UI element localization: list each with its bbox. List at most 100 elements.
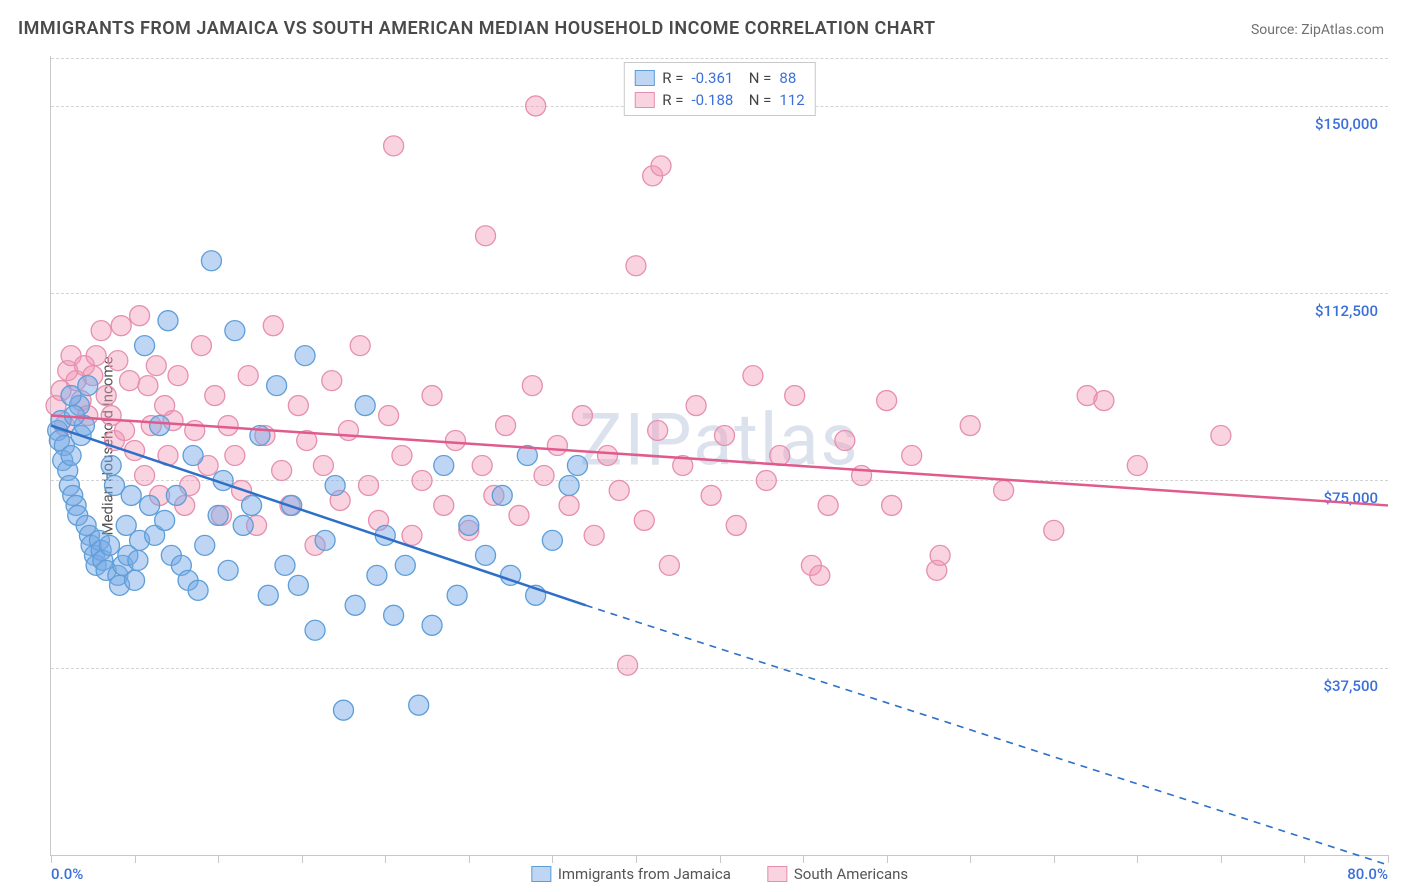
scatter-point bbox=[559, 495, 579, 515]
swatch-bottom-1 bbox=[767, 866, 787, 882]
scatter-point bbox=[258, 585, 278, 605]
scatter-point bbox=[835, 431, 855, 451]
scatter-point bbox=[902, 446, 922, 466]
stat-r-value-0: -0.361 bbox=[691, 67, 733, 89]
stat-n-value-1: 112 bbox=[779, 89, 804, 111]
scatter-point bbox=[994, 480, 1014, 500]
x-tick bbox=[302, 855, 303, 863]
legend-stats-box: R = -0.361 N = 88 R = -0.188 N = 112 bbox=[623, 62, 815, 116]
scatter-point bbox=[1211, 426, 1231, 446]
swatch-series-0 bbox=[634, 70, 654, 86]
scatter-point bbox=[785, 386, 805, 406]
scatter-point bbox=[120, 371, 140, 391]
x-tick bbox=[552, 855, 553, 863]
scatter-point bbox=[305, 620, 325, 640]
scatter-point bbox=[99, 535, 119, 555]
scatter-point bbox=[659, 555, 679, 575]
scatter-point bbox=[121, 485, 141, 505]
x-label-min: 0.0% bbox=[51, 865, 83, 883]
scatter-point bbox=[218, 416, 238, 436]
x-tick bbox=[1388, 855, 1389, 863]
x-label-max: 80.0% bbox=[1347, 865, 1388, 883]
scatter-point bbox=[195, 535, 215, 555]
scatter-point bbox=[447, 585, 467, 605]
plot-svg bbox=[51, 56, 1388, 855]
x-tick bbox=[970, 855, 971, 863]
scatter-point bbox=[205, 386, 225, 406]
scatter-point bbox=[726, 515, 746, 535]
x-tick bbox=[887, 855, 888, 863]
scatter-point bbox=[125, 570, 145, 590]
scatter-point bbox=[108, 351, 128, 371]
scatter-point bbox=[1094, 391, 1114, 411]
scatter-point bbox=[315, 530, 335, 550]
stat-r-label-0: R = bbox=[662, 67, 683, 89]
scatter-point bbox=[130, 306, 150, 326]
scatter-point bbox=[168, 366, 188, 386]
scatter-point bbox=[313, 455, 333, 475]
scatter-point bbox=[584, 525, 604, 545]
scatter-point bbox=[648, 421, 668, 441]
x-tick bbox=[218, 855, 219, 863]
scatter-point bbox=[412, 470, 432, 490]
scatter-point bbox=[201, 251, 221, 271]
scatter-point bbox=[609, 480, 629, 500]
trend-line-dashed bbox=[586, 605, 1388, 865]
scatter-point bbox=[434, 455, 454, 475]
scatter-point bbox=[166, 485, 186, 505]
stat-n-value-0: 88 bbox=[779, 67, 796, 89]
x-tick bbox=[51, 855, 52, 863]
scatter-point bbox=[384, 136, 404, 156]
scatter-point bbox=[135, 465, 155, 485]
scatter-point bbox=[158, 311, 178, 331]
scatter-point bbox=[402, 525, 422, 545]
x-tick bbox=[135, 855, 136, 863]
scatter-point bbox=[882, 495, 902, 515]
x-tick bbox=[1221, 855, 1222, 863]
x-tick bbox=[1054, 855, 1055, 863]
scatter-point bbox=[422, 615, 442, 635]
scatter-point bbox=[78, 376, 98, 396]
x-tick bbox=[469, 855, 470, 863]
scatter-point bbox=[559, 475, 579, 495]
scatter-point bbox=[567, 455, 587, 475]
scatter-point bbox=[367, 565, 387, 585]
scatter-point bbox=[476, 226, 496, 246]
stat-n-label-0: N = bbox=[741, 67, 771, 89]
scatter-point bbox=[434, 495, 454, 515]
scatter-point bbox=[288, 396, 308, 416]
scatter-point bbox=[338, 421, 358, 441]
scatter-point bbox=[208, 505, 228, 525]
scatter-point bbox=[275, 555, 295, 575]
scatter-point bbox=[233, 515, 253, 535]
legend-stats-row-1: R = -0.188 N = 112 bbox=[634, 89, 804, 111]
scatter-point bbox=[476, 545, 496, 565]
scatter-point bbox=[877, 391, 897, 411]
scatter-point bbox=[618, 655, 638, 675]
scatter-point bbox=[395, 555, 415, 575]
scatter-point bbox=[101, 455, 121, 475]
scatter-point bbox=[756, 470, 776, 490]
x-tick bbox=[636, 855, 637, 863]
scatter-point bbox=[810, 565, 830, 585]
x-tick bbox=[803, 855, 804, 863]
scatter-point bbox=[146, 356, 166, 376]
scatter-point bbox=[325, 475, 345, 495]
scatter-point bbox=[345, 595, 365, 615]
swatch-series-1 bbox=[634, 92, 654, 108]
scatter-point bbox=[572, 406, 592, 426]
scatter-point bbox=[492, 485, 512, 505]
scatter-point bbox=[379, 406, 399, 426]
scatter-point bbox=[496, 416, 516, 436]
chart-container: IMMIGRANTS FROM JAMAICA VS SOUTH AMERICA… bbox=[0, 0, 1406, 892]
scatter-point bbox=[534, 465, 554, 485]
scatter-point bbox=[333, 700, 353, 720]
legend-stats-row-0: R = -0.361 N = 88 bbox=[634, 67, 804, 89]
scatter-point bbox=[140, 495, 160, 515]
legend-label-0: Immigrants from Jamaica bbox=[558, 865, 731, 883]
legend-bottom: Immigrants from Jamaica South Americans bbox=[531, 865, 908, 883]
scatter-point bbox=[238, 366, 258, 386]
scatter-point bbox=[267, 376, 287, 396]
scatter-point bbox=[359, 475, 379, 495]
legend-item-1: South Americans bbox=[767, 865, 908, 883]
